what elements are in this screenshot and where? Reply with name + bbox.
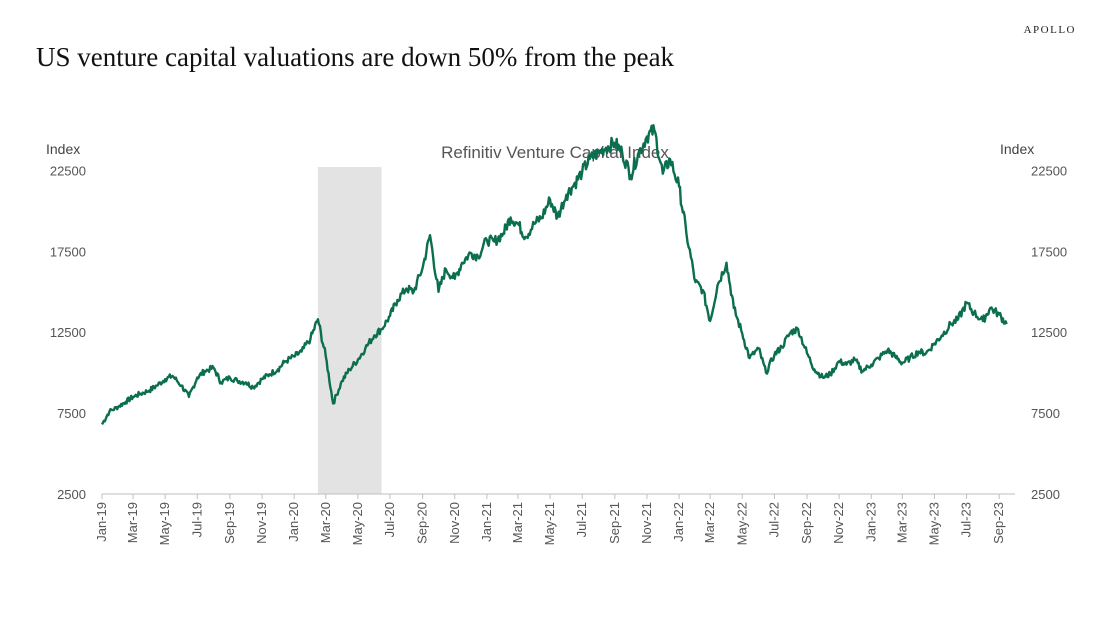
brand-logo: APOLLO — [1023, 24, 1076, 36]
x-tick-label: Sep-21 — [607, 502, 622, 544]
x-tick-label: Mar-19 — [125, 502, 140, 543]
x-tick-label: Jan-22 — [671, 502, 686, 542]
series-line — [100, 124, 1008, 426]
x-tick-label: Nov-19 — [254, 502, 269, 544]
y-tick-label-right: 7500 — [1031, 406, 1060, 421]
x-tick-label: Sep-19 — [222, 502, 237, 544]
x-tick-label: Jan-21 — [479, 502, 494, 542]
y-tick-label-right: 2500 — [1031, 487, 1060, 502]
x-tick-label: Nov-21 — [639, 502, 654, 544]
x-tick-label: Mar-20 — [318, 502, 333, 543]
x-tick-label: Jul-21 — [574, 502, 589, 537]
y-tick-label-right: 22500 — [1031, 163, 1067, 178]
x-tick-label: Mar-21 — [510, 502, 525, 543]
x-tick-label: Mar-23 — [894, 502, 909, 543]
x-tick-label: Nov-20 — [447, 502, 462, 544]
chart-title: Refinitiv Venture Capital Index — [441, 143, 669, 162]
x-tick-label: Jul-22 — [766, 502, 781, 537]
y-axis-left-label: Index — [46, 141, 80, 157]
x-tick-label: Nov-22 — [831, 502, 846, 544]
y-tick-label-left: 22500 — [50, 163, 86, 178]
x-tick-label: May-21 — [542, 502, 557, 545]
y-tick-label-left: 12500 — [50, 325, 86, 340]
y-tick-label-right: 17500 — [1031, 244, 1067, 259]
x-tick-label: Jul-20 — [382, 502, 397, 537]
x-axis-ticks: Jan-19 Mar-19 May-19 Jul-19 Sep-19 Nov-19 Jan-… — [94, 494, 1006, 545]
y-tick-label-left: 17500 — [50, 244, 86, 259]
y-tick-label-left: 7500 — [57, 406, 86, 421]
recession-shading — [317, 167, 382, 494]
page-title: US venture capital valuations are down 5… — [36, 42, 675, 72]
y-axis-left-ticks: 2500 7500 12500 17500 22500 — [50, 163, 86, 502]
x-tick-label: Sep-20 — [415, 502, 430, 544]
x-tick-label: Jan-23 — [863, 502, 878, 542]
x-tick-label: Jul-19 — [189, 502, 204, 537]
y-tick-label-right: 12500 — [1031, 325, 1067, 340]
x-tick-label: Mar-22 — [702, 502, 717, 543]
x-tick-label: Jan-19 — [94, 502, 109, 542]
x-tick-label: May-23 — [926, 502, 941, 545]
x-tick-label: May-20 — [350, 502, 365, 545]
x-tick-label: May-22 — [734, 502, 749, 545]
x-tick-label: Sep-22 — [799, 502, 814, 544]
x-tick-label: Jul-23 — [959, 502, 974, 537]
y-axis-right-ticks: 2500 7500 12500 17500 22500 — [1031, 163, 1067, 502]
y-axis-right-label: Index — [1000, 141, 1034, 157]
x-tick-label: Sep-23 — [991, 502, 1006, 544]
x-tick-label: May-19 — [157, 502, 172, 545]
y-tick-label-left: 2500 — [57, 487, 86, 502]
x-tick-label: Jan-20 — [286, 502, 301, 542]
